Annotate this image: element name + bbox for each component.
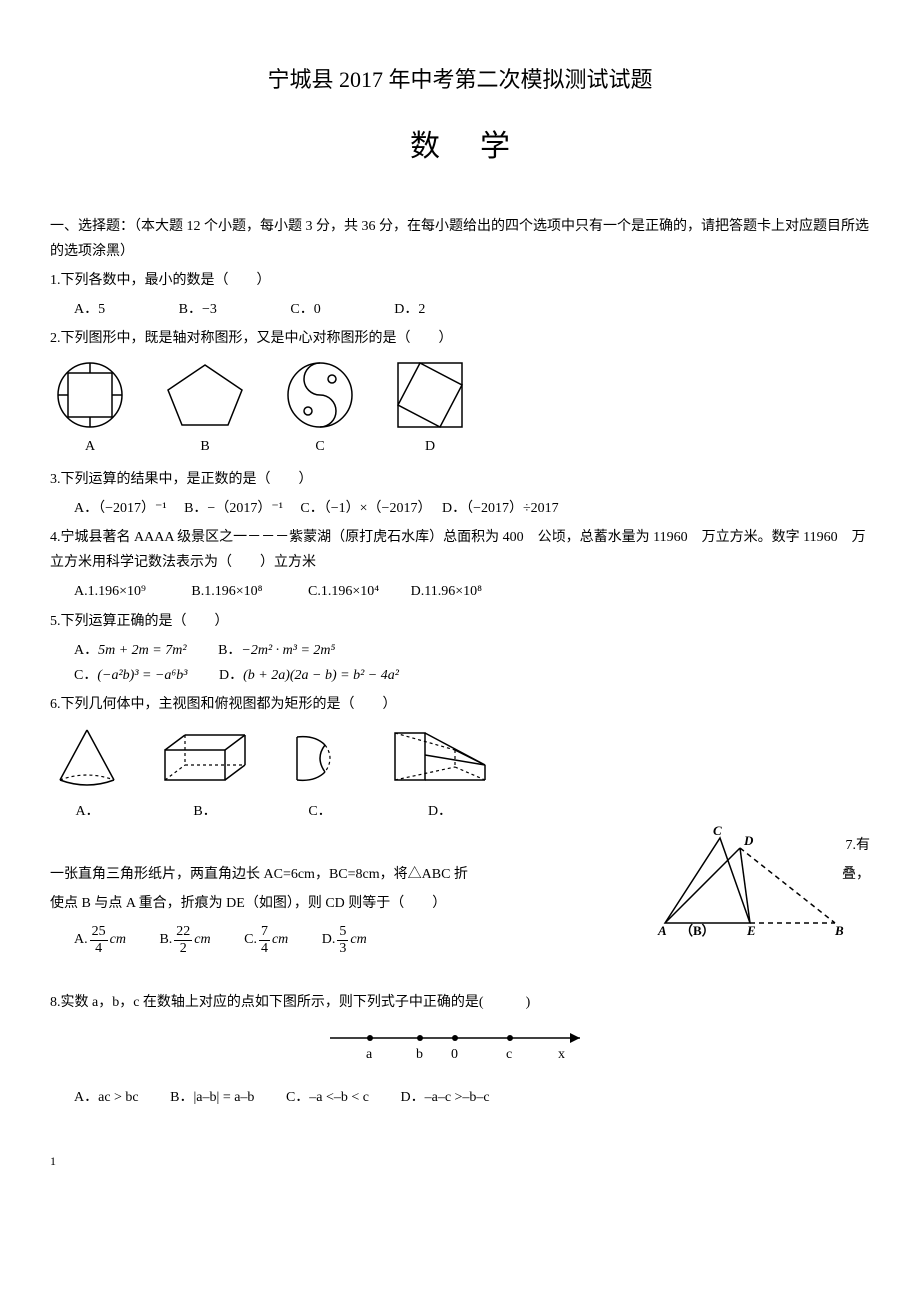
question-1-text: 1.下列各数中，最小的数是（ ）	[50, 268, 870, 293]
q3-opt-a: A．（−2017）⁻¹	[74, 501, 167, 516]
q6-fig-a: A．	[50, 725, 125, 824]
q4-opt-b: B.1.196×10⁸	[191, 584, 262, 599]
q2-label-d: D	[390, 434, 470, 459]
q3-opt-b: B．−（2017）⁻¹	[184, 501, 283, 516]
q7-figure: A （B） E B C D	[650, 823, 850, 952]
q8-opt-c: C．–a <–b < c	[286, 1090, 369, 1105]
q5-opt-a: A．5m + 2m = 7m²	[74, 643, 187, 658]
q5-opt-d: D．(b + 2a)(2a − b) = b² − 4a²	[219, 668, 399, 683]
section-1-header: 一、选择题：（本大题 12 个小题，每小题 3 分，共 36 分，在每小题给出的…	[50, 214, 870, 264]
q3-opt-c: C．（−1）×（−2017）	[300, 501, 424, 516]
svg-text:C: C	[713, 823, 722, 838]
q2-fig-c: C	[280, 360, 360, 459]
main-title: 宁城县 2017 年中考第二次模拟测试试题	[50, 60, 870, 100]
question-1-options: A．5 B．−3 C．0 D．2	[50, 297, 870, 322]
question-5-text: 5.下列运算正确的是（ ）	[50, 609, 870, 634]
question-7-block: 7.有 一张直角三角形纸片，两直角边长 AC=6cm，BC=8cm，将△ABC …	[50, 833, 870, 956]
svg-text:b: b	[416, 1047, 423, 1062]
question-3-options: A．（−2017）⁻¹ B．−（2017）⁻¹ C．（−1）×（−2017） D…	[50, 496, 870, 521]
svg-text:D: D	[743, 833, 754, 848]
svg-text:A: A	[657, 923, 667, 938]
subject-title: 数学	[50, 120, 870, 174]
question-4-text: 4.宁城县著名 AAAA 级景区之一－－－紫蒙湖（原打虎石水库）总面积为 400…	[50, 525, 870, 575]
q8-opt-b: B．|a–b| = a–b	[170, 1090, 254, 1105]
q7-opt-c: C.74cm	[244, 924, 288, 956]
q1-opt-c: C．0	[290, 297, 320, 322]
svg-text:0: 0	[451, 1047, 458, 1062]
q7-opt-a: A.254cm	[74, 924, 126, 956]
question-8-options: A．ac > bc B．|a–b| = a–b C．–a <–b < c D．–…	[50, 1085, 870, 1110]
q5-opt-c: C．(−a²b)³ = −a⁶b³	[74, 668, 187, 683]
q2-label-b: B	[160, 434, 250, 459]
q1-opt-b: B．−3	[179, 297, 217, 322]
q7-opt-d: D.53cm	[322, 924, 367, 956]
q1-opt-a: A．5	[74, 297, 105, 322]
q8-opt-a: A．ac > bc	[74, 1090, 139, 1105]
q6-fig-d: D．	[385, 725, 495, 824]
q8-number-line: a b 0 c x	[50, 1023, 870, 1077]
question-6-text: 6.下列几何体中，主视图和俯视图都为矩形的是（ ）	[50, 692, 870, 717]
question-6-figures: A． B． C．	[50, 725, 870, 824]
svg-text:（B）: （B）	[680, 923, 715, 938]
q2-fig-a: A	[50, 360, 130, 459]
question-5-options-1: A．5m + 2m = 7m² B．−2m² · m³ = 2m⁵	[50, 638, 870, 663]
q6-fig-b: B．	[155, 725, 255, 824]
q6-label-b: B．	[155, 799, 255, 824]
question-3-text: 3.下列运算的结果中，是正数的是（ ）	[50, 467, 870, 492]
question-8-text: 8.实数 a，b，c 在数轴上对应的点如下图所示，则下列式子中正确的是( )	[50, 990, 870, 1015]
q4-opt-c: C.1.196×10⁴	[308, 584, 379, 599]
q3-opt-d: D．（−2017）÷2017	[442, 501, 559, 516]
q6-label-c: C．	[285, 799, 355, 824]
svg-text:c: c	[506, 1047, 512, 1062]
question-4-options: A.1.196×10⁹ B.1.196×10⁸ C.1.196×10⁴ D.11…	[50, 579, 870, 604]
q2-label-c: C	[280, 434, 360, 459]
q5-opt-b: B．−2m² · m³ = 2m⁵	[218, 643, 335, 658]
question-2-figures: A B C D	[50, 360, 870, 459]
q4-opt-d: D.11.96×10⁸	[411, 584, 482, 599]
svg-text:x: x	[558, 1047, 565, 1062]
svg-text:E: E	[746, 923, 756, 938]
page-number: 1	[50, 1151, 870, 1173]
q7-opt-b: B.222cm	[159, 924, 210, 956]
svg-text:B: B	[834, 923, 844, 938]
q2-fig-d: D	[390, 360, 470, 459]
q6-label-a: A．	[50, 799, 125, 824]
question-2-text: 2.下列图形中，既是轴对称图形，又是中心对称图形的是（ ）	[50, 326, 870, 351]
q2-label-a: A	[50, 434, 130, 459]
q8-opt-d: D．–a–c >–b–c	[401, 1090, 490, 1105]
q4-opt-a: A.1.196×10⁹	[74, 584, 146, 599]
svg-text:a: a	[366, 1047, 373, 1062]
q1-opt-d: D．2	[394, 297, 425, 322]
q2-fig-b: B	[160, 360, 250, 459]
q6-label-d: D．	[385, 799, 495, 824]
q6-fig-c: C．	[285, 725, 355, 824]
question-5-options-2: C．(−a²b)³ = −a⁶b³ D．(b + 2a)(2a − b) = b…	[50, 663, 870, 688]
